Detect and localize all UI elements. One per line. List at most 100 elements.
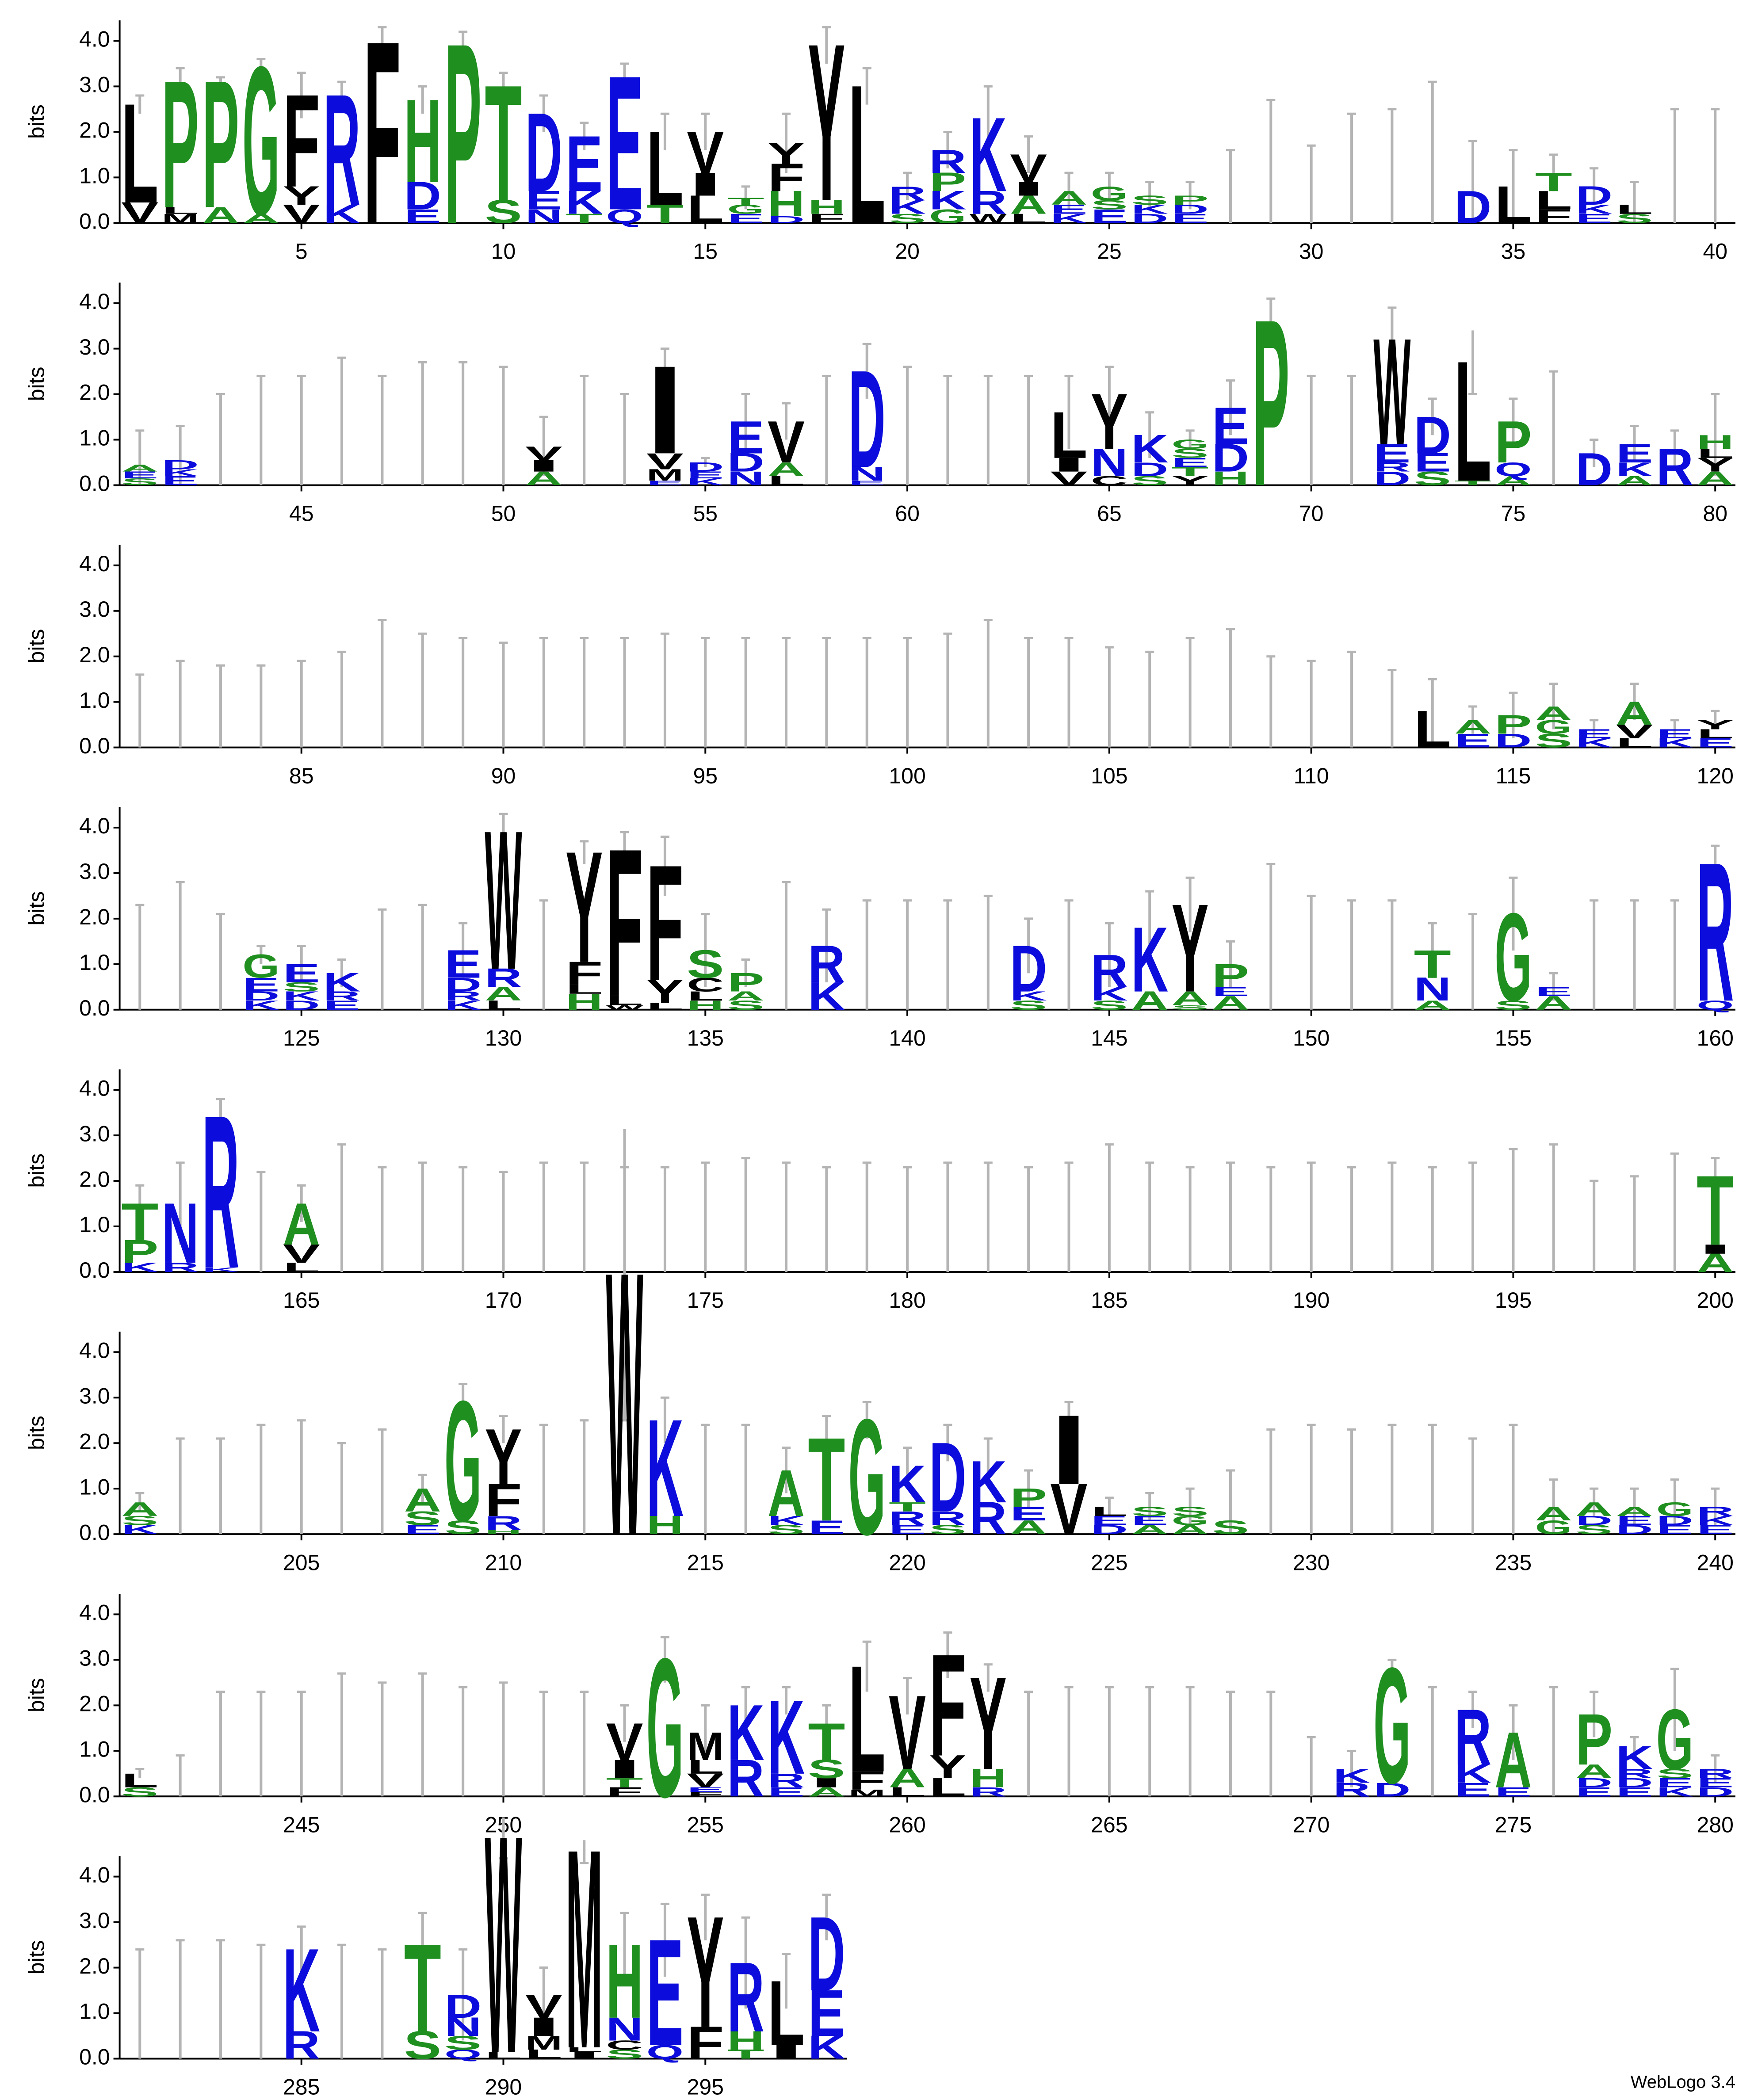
logo-letter: T <box>1414 942 1451 986</box>
logo-letter: L <box>283 1260 320 1275</box>
logo-letter: K <box>1616 458 1653 481</box>
logo-letter: T <box>566 211 603 226</box>
logo-letter: E <box>889 1522 926 1537</box>
logo-letter: L <box>606 993 643 1008</box>
logo-letter: D <box>687 459 724 474</box>
logo-letter: F <box>606 1784 643 1799</box>
logo-letter: A <box>242 211 279 226</box>
logo-letter: I <box>646 340 684 481</box>
logo-letter: M <box>687 1725 724 1769</box>
logo-letter: A <box>1494 1715 1532 1804</box>
x-tick-label: 50 <box>491 501 516 526</box>
logo-letter: L <box>1494 176 1532 235</box>
logo-letter: G <box>1172 437 1209 452</box>
logo-letter: I <box>1050 1394 1087 1505</box>
logo-letter: F <box>808 211 845 226</box>
logo-letter: S <box>444 2032 481 2054</box>
logo-letter: V <box>1050 1468 1087 1550</box>
logo-letter: E <box>1010 1503 1047 1525</box>
logo-letter: S <box>1131 473 1168 488</box>
x-tick-label: 20 <box>895 239 920 264</box>
logo-letter: K <box>162 467 199 478</box>
logo-letter: V <box>646 448 684 474</box>
logo-letter: P <box>444 0 481 278</box>
logo-letter: Y <box>1172 878 1209 1019</box>
logo-letter: C <box>1091 473 1128 488</box>
logo-letter: L <box>1616 202 1653 217</box>
x-tick-label: 220 <box>889 1550 925 1575</box>
logo-letter: R <box>889 1508 926 1530</box>
logo-letter: E <box>1656 726 1693 741</box>
logo-letter: N <box>848 463 886 485</box>
logo-letter: R <box>889 183 926 205</box>
logo-letter: R <box>970 1784 1007 1799</box>
logo-letter: K <box>444 998 481 1013</box>
y-tick-label: 4.0 <box>79 1076 110 1100</box>
logo-letter: E <box>404 205 441 227</box>
logo-letter: K <box>121 1522 158 1537</box>
logo-letter: E <box>1172 455 1209 470</box>
logo-letter: L <box>485 2050 522 2061</box>
logo-letter: D <box>1212 436 1249 480</box>
logo-letter: D <box>1010 932 1047 1005</box>
logo-letter: D <box>1697 1784 1734 1799</box>
y-tick-label: 0.0 <box>79 1783 110 1807</box>
x-tick-label: 200 <box>1697 1288 1734 1313</box>
logo-letter: D <box>525 89 562 215</box>
logo-letter: W <box>485 1771 522 2100</box>
logo-letter: E <box>1131 1513 1168 1528</box>
y-tick-label: 2.0 <box>79 642 110 667</box>
logo-letter: P <box>1494 710 1532 740</box>
logo-letter: D <box>242 989 279 1004</box>
logo-letter: W <box>485 789 522 1011</box>
logo-letter: G <box>848 1385 886 1570</box>
logo-letter: S <box>1091 197 1128 212</box>
logo-letter: V <box>889 1673 926 1792</box>
x-tick-label: 255 <box>687 1813 724 1837</box>
logo-letter: D <box>1616 1522 1653 1537</box>
logo-letter: A <box>1535 992 1572 1014</box>
logo-letter: H <box>566 989 603 1015</box>
logo-letter: P <box>727 968 764 997</box>
logo-letter: G <box>1494 887 1532 1028</box>
logo-letter: A <box>1697 468 1734 490</box>
y-tick-label: 2.0 <box>79 1167 110 1191</box>
logo-letter: R <box>1333 1779 1370 1801</box>
logo-letter: K <box>1050 211 1087 226</box>
logo-letter: F <box>768 156 805 200</box>
logo-letter: N <box>606 2011 643 2048</box>
logo-letter: F <box>283 67 320 215</box>
logo-letter: E <box>1656 1775 1693 1791</box>
logo-letter: Q <box>1697 998 1734 1013</box>
logo-letter: K <box>202 1266 239 1274</box>
logo-letter: K <box>1131 427 1168 471</box>
logo-letter: L <box>768 473 805 488</box>
logo-letter: A <box>1697 1248 1734 1278</box>
logo-letter: L <box>121 1770 158 1792</box>
y-tick-label: 1.0 <box>79 164 110 188</box>
x-tick-label: 40 <box>1703 239 1727 264</box>
y-tick-label: 0.0 <box>79 1258 110 1283</box>
logo-letter: A <box>525 468 562 490</box>
logo-letter: A <box>1535 1503 1572 1525</box>
logo-letter: R <box>808 935 845 994</box>
x-tick-label: 25 <box>1097 239 1122 264</box>
logo-letter: L <box>121 74 158 233</box>
logo-letter: E <box>1212 984 1249 999</box>
logo-letter: L <box>1010 211 1047 226</box>
logo-letter: K <box>808 2029 845 2066</box>
logo-letter: L <box>1414 700 1451 759</box>
x-tick-label: 130 <box>485 1026 522 1050</box>
logo-letter: D <box>1091 1522 1128 1537</box>
logo-letter: H <box>687 998 724 1013</box>
logo-letter: D <box>404 174 441 218</box>
logo-letter: A <box>1616 695 1653 732</box>
logo-letter: P <box>929 167 966 197</box>
x-tick-label: 90 <box>491 764 516 788</box>
x-tick-label: 210 <box>485 1550 522 1575</box>
logo-letter: T <box>646 199 684 229</box>
logo-letter: V <box>283 199 320 229</box>
logo-letter: E <box>1697 1775 1734 1791</box>
y-tick-label: 4.0 <box>79 1338 110 1363</box>
logo-letter: S <box>606 2047 643 2062</box>
